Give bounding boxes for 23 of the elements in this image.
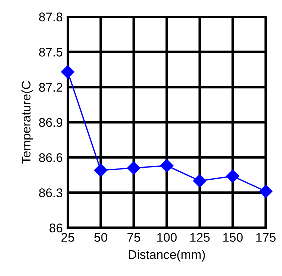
- y-tick-label: 86.6: [39, 153, 63, 162]
- point: [94, 164, 108, 178]
- x-tick-label: 150: [224, 233, 243, 242]
- x-tick-label: 175: [256, 233, 276, 242]
- y-tick-label: 87.2: [39, 83, 63, 92]
- point: [127, 162, 141, 175]
- y-tick-label: 86.3: [39, 188, 63, 198]
- point: [259, 185, 273, 198]
- point: [193, 174, 207, 188]
- y-tick-label: 87.5: [39, 48, 63, 57]
- point: [226, 170, 240, 184]
- x-axis-title: Distance(mm): [129, 250, 206, 262]
- x-tick-label: 50: [94, 233, 108, 242]
- point: [160, 159, 174, 172]
- y-tick-label: 86.9: [39, 118, 63, 128]
- x-tick-label: 25: [62, 233, 74, 242]
- x-tick-label: 100: [158, 233, 177, 242]
- point: [61, 66, 75, 79]
- x-tick-label: 75: [128, 233, 140, 242]
- x-tick-label: 125: [190, 233, 210, 242]
- y-axis-title: Temperature(C: [22, 81, 34, 164]
- y-tick-label: 86: [50, 224, 63, 233]
- y-tick-label: 87.8: [39, 12, 63, 22]
